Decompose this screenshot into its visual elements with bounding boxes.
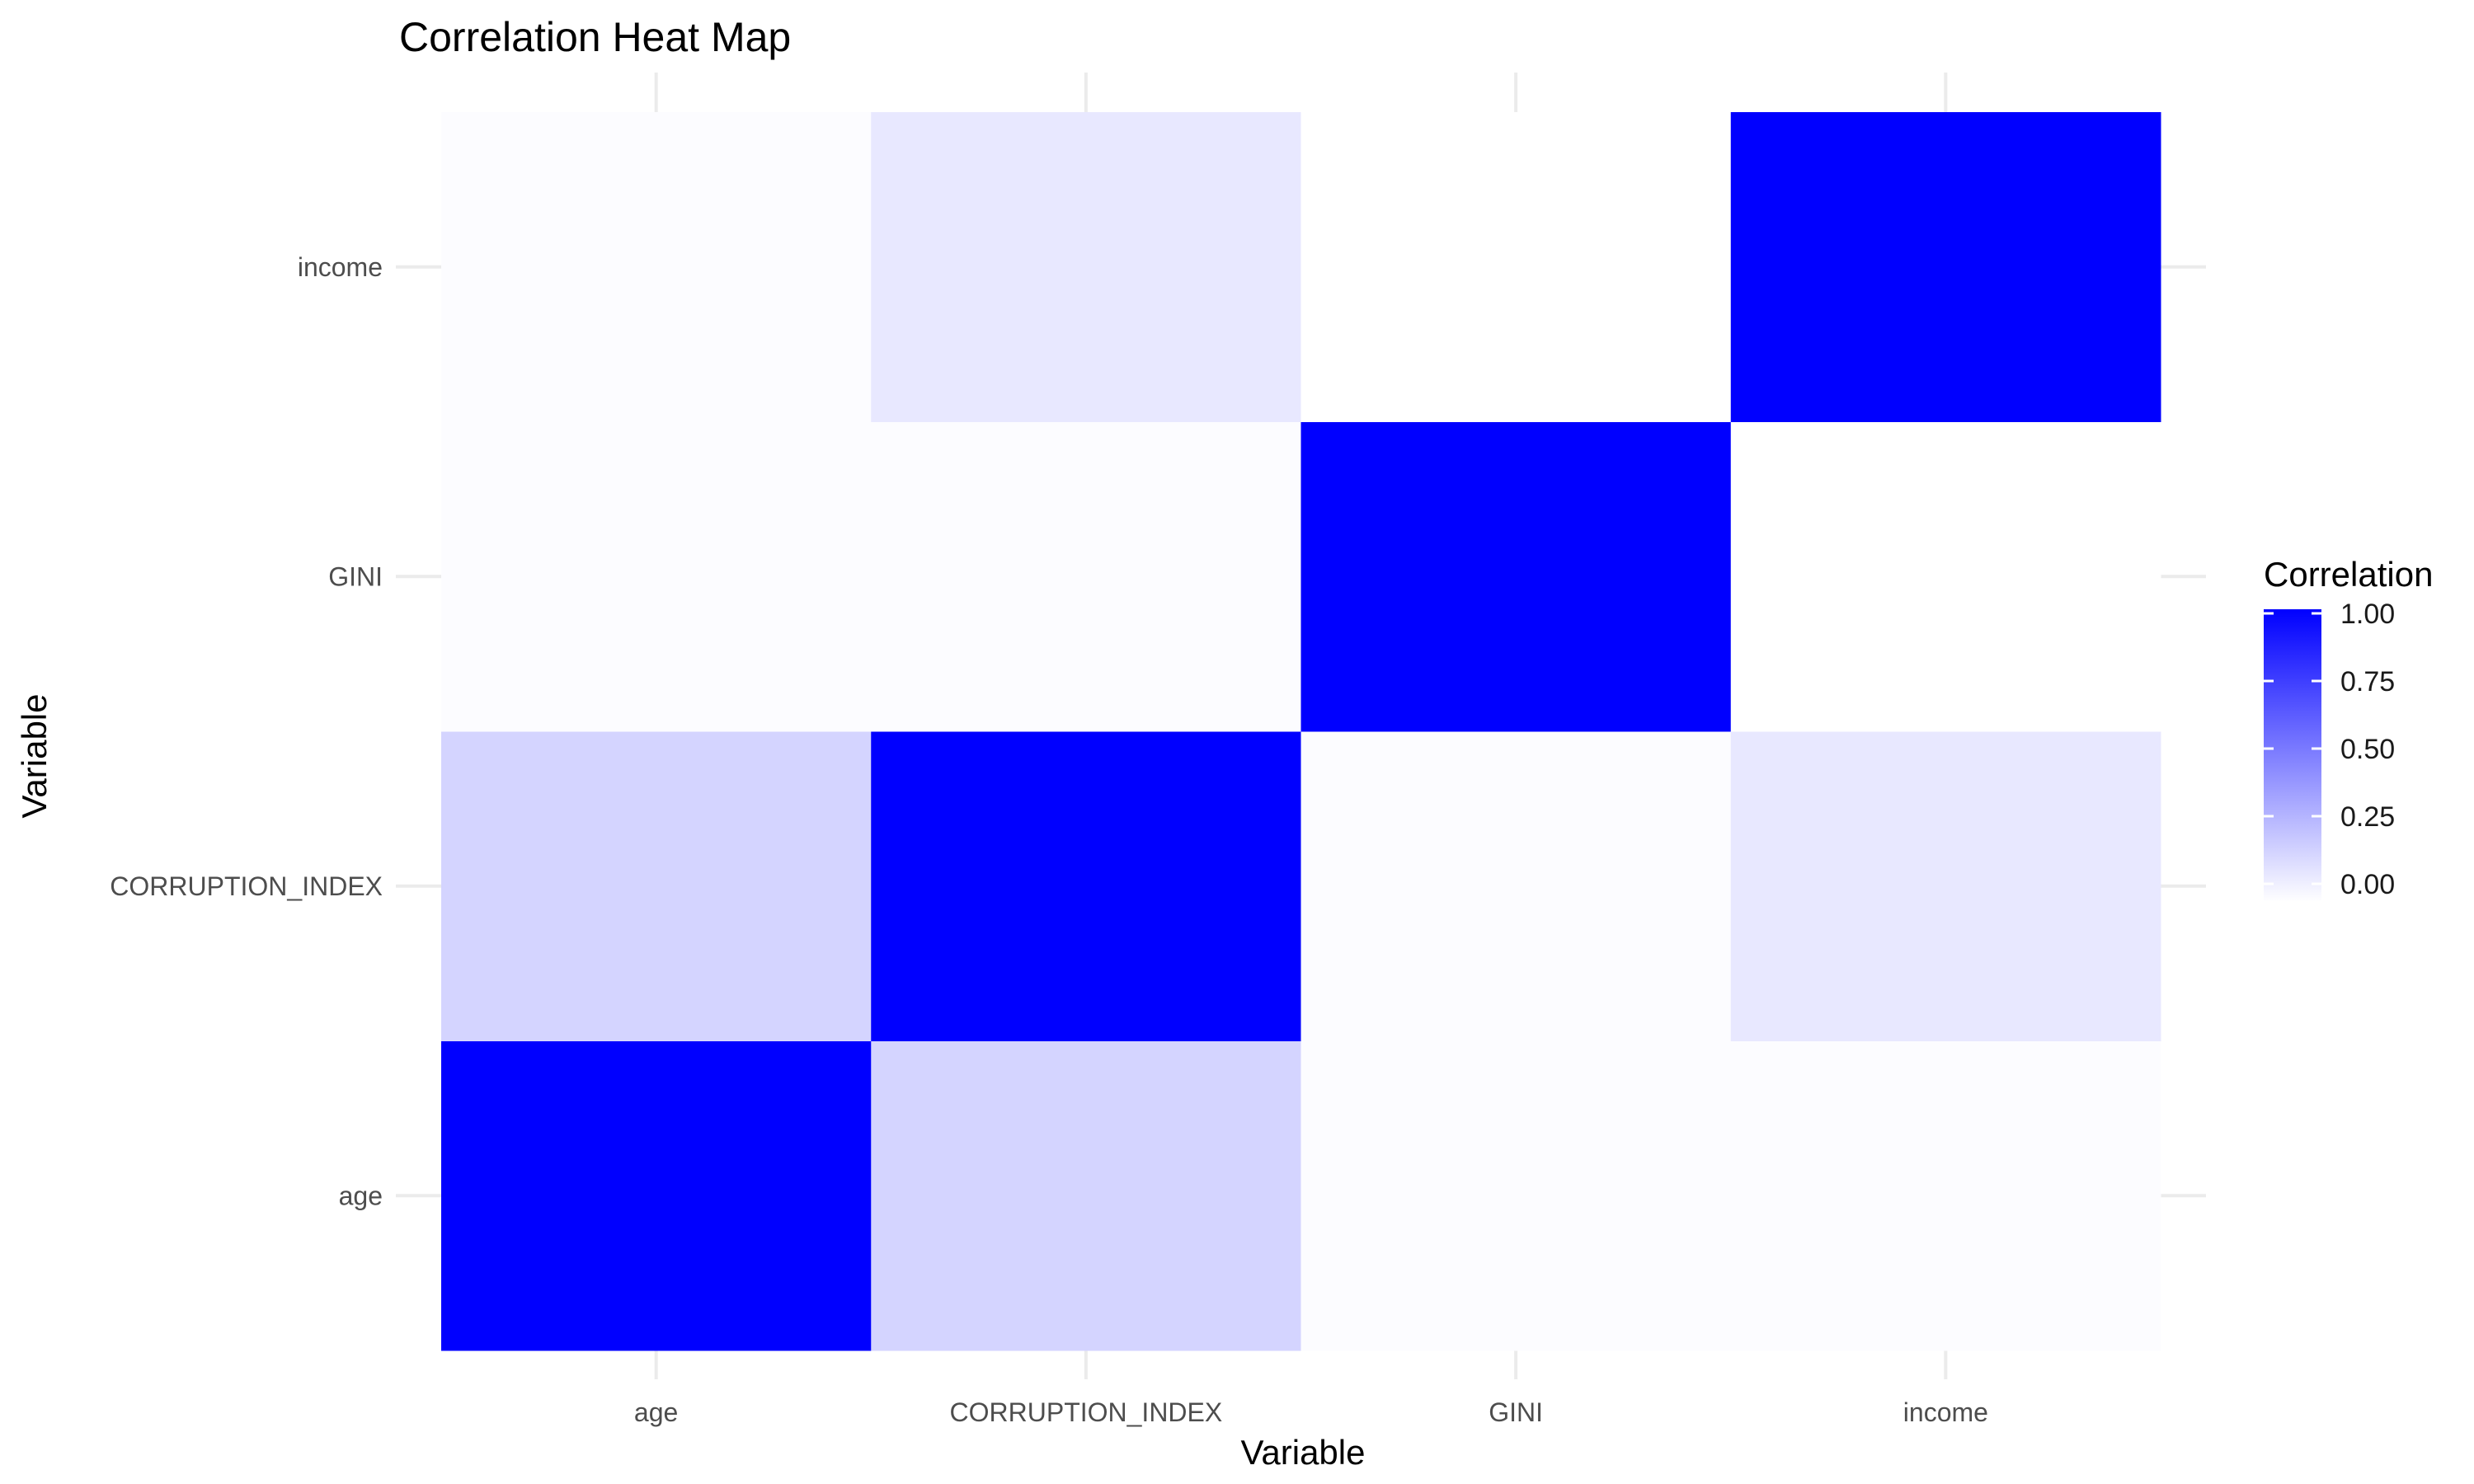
color-legend: Correlation 1.00 0.75 0.50 0.25 0.00 xyxy=(2264,555,2433,902)
y-tick-labels: age CORRUPTION_INDEX GINI income xyxy=(110,252,383,1211)
legend-tick-label: 0.50 xyxy=(2340,734,2395,765)
heatmap-cell-GINI-GINI xyxy=(1300,421,1732,732)
heatmap-cell-income-income xyxy=(1730,112,2161,422)
x-axis-title: Variable xyxy=(1241,1433,1366,1472)
y-tick-label: GINI xyxy=(328,561,383,591)
legend-ticks: 1.00 0.75 0.50 0.25 0.00 xyxy=(2264,599,2395,900)
x-tick-labels: age CORRUPTION_INDEX GINI income xyxy=(634,1397,1988,1427)
y-tick-label: income xyxy=(298,252,383,282)
heatmap-cell-CORRUPTION_INDEX-GINI xyxy=(871,421,1301,732)
legend-tick-label: 0.25 xyxy=(2340,801,2395,833)
heatmap-cells xyxy=(441,112,2161,1351)
legend-tick-label: 0.00 xyxy=(2340,869,2395,900)
heatmap-cell-income-GINI xyxy=(1730,421,2161,732)
heatmap-cell-age-income xyxy=(441,112,872,422)
heatmap-cell-age-CORRUPTION_INDEX xyxy=(441,731,872,1041)
heatmap-cell-GINI-CORRUPTION_INDEX xyxy=(1300,731,1732,1041)
legend-colorbar xyxy=(2264,609,2321,902)
heatmap-cell-CORRUPTION_INDEX-income xyxy=(871,112,1301,422)
y-tick-label: CORRUPTION_INDEX xyxy=(110,871,383,901)
x-tick-label: age xyxy=(634,1397,678,1427)
heatmap-cell-age-age xyxy=(441,1040,872,1351)
heatmap-cell-income-age xyxy=(1730,1040,2161,1351)
x-tick-label: GINI xyxy=(1489,1397,1543,1427)
heatmap-cell-GINI-income xyxy=(1300,112,1732,422)
legend-tick-label: 0.75 xyxy=(2340,666,2395,697)
heatmap-cell-income-CORRUPTION_INDEX xyxy=(1730,731,2161,1041)
y-tick-label: age xyxy=(339,1181,383,1210)
x-tick-label: income xyxy=(1903,1397,1988,1427)
legend-title: Correlation xyxy=(2264,555,2433,594)
legend-tick-label: 1.00 xyxy=(2340,599,2395,630)
chart-title: Correlation Heat Map xyxy=(399,14,791,60)
heatmap-cell-CORRUPTION_INDEX-age xyxy=(871,1040,1301,1351)
y-axis-title: Variable xyxy=(15,694,54,819)
x-tick-label: CORRUPTION_INDEX xyxy=(950,1397,1223,1427)
heatmap-cell-age-GINI xyxy=(441,421,872,732)
heatmap-cell-CORRUPTION_INDEX-CORRUPTION_INDEX xyxy=(871,731,1301,1041)
heatmap-cell-GINI-age xyxy=(1300,1040,1732,1351)
